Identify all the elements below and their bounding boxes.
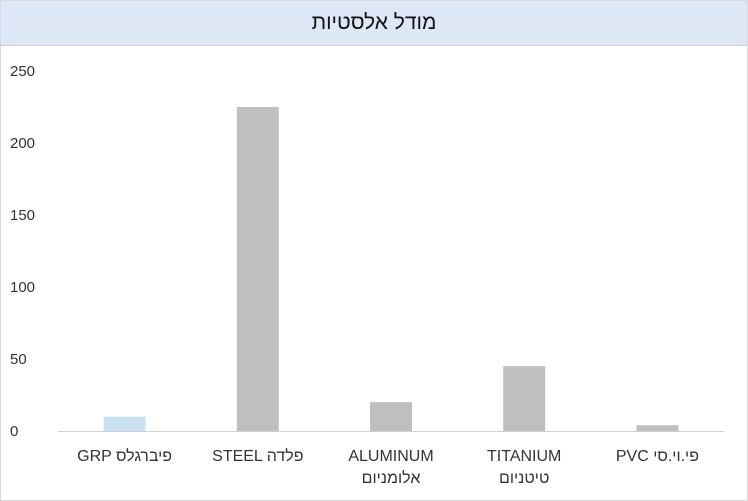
x-axis-labels: GRP פיברגלס STEEL פלדה ALUMINUM אלומניום TIT… xyxy=(77,447,699,487)
y-tick-label: 0 xyxy=(10,423,18,440)
bar xyxy=(503,366,546,431)
bar xyxy=(370,402,412,431)
chart-title-bar: מודל אלסטיות xyxy=(1,1,747,46)
y-tick-label: 100 xyxy=(10,279,35,296)
y-tick-label: 150 xyxy=(10,207,35,224)
bar xyxy=(103,416,146,431)
chart-title: מודל אלסטיות xyxy=(311,11,437,34)
x-tick-label: STEEL פלדה xyxy=(212,447,303,465)
bar xyxy=(636,425,679,431)
y-axis: 0 50 100 150 200 250 xyxy=(10,63,35,440)
y-tick-label: 50 xyxy=(10,351,27,368)
bar xyxy=(236,107,279,431)
x-tick-label: טיטניום xyxy=(499,470,549,487)
y-tick-label: 250 xyxy=(10,63,35,80)
x-tick-label: ALUMINUM xyxy=(348,448,433,465)
x-tick-label: TITANIUM xyxy=(487,448,561,465)
x-tick-label: אלומניום xyxy=(362,469,421,487)
x-tick-label: GRP פיברגלס xyxy=(77,447,172,465)
bars xyxy=(103,107,679,431)
x-tick-label: PVC פי.וי.סי xyxy=(616,448,699,465)
y-tick-label: 200 xyxy=(10,135,35,152)
